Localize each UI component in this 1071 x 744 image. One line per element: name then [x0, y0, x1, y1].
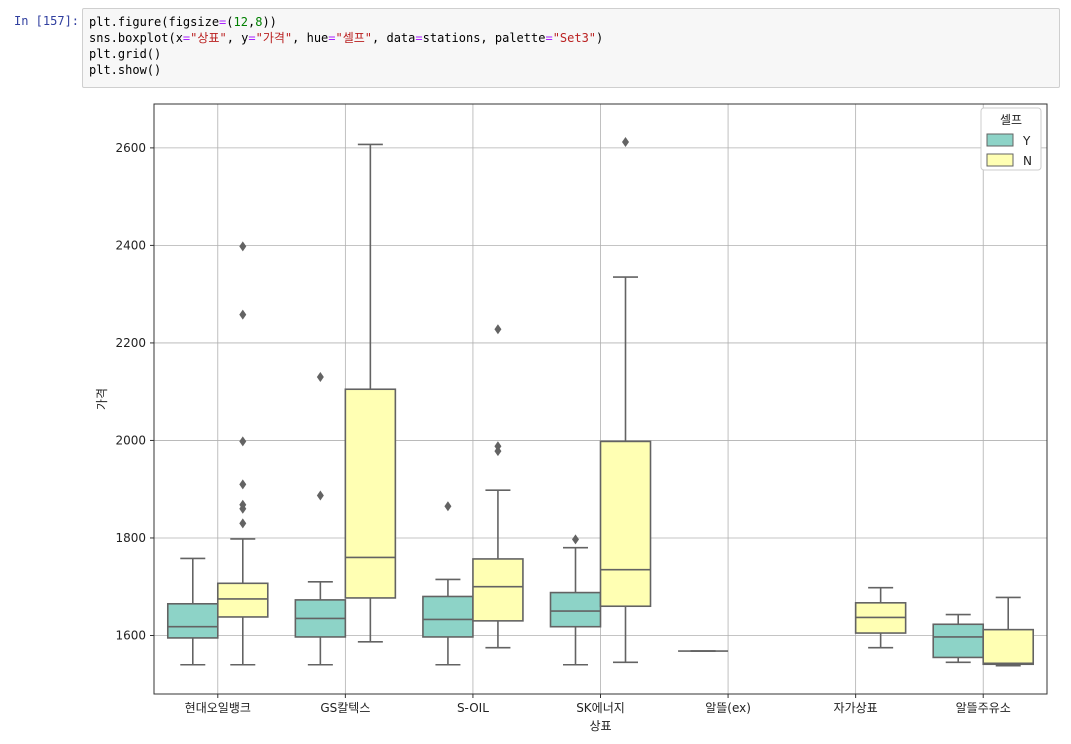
- outlier-point: [239, 241, 247, 252]
- code-token: =: [415, 31, 423, 45]
- box-N: [216, 582, 269, 618]
- code-token: =: [545, 31, 553, 45]
- y-tick-label: 2200: [115, 336, 146, 350]
- code-editor[interactable]: plt.figure(figsize=(12,8)) sns.boxplot(x=…: [89, 14, 1053, 78]
- code-token: 8: [255, 15, 263, 29]
- code-token: =: [248, 31, 256, 45]
- outlier-point: [316, 372, 324, 383]
- x-tick-label: GS칼텍스: [320, 701, 370, 715]
- outlier-point: [239, 309, 247, 320]
- outlier-point: [494, 446, 502, 457]
- box-N: [982, 628, 1035, 666]
- legend-swatch-Y: [986, 133, 1014, 147]
- x-tick-label: 알뜰주유소: [956, 701, 1011, 715]
- legend-swatch-N: [986, 153, 1014, 167]
- x-tick-label: 알뜰(ex): [705, 701, 751, 715]
- x-tick-label: 자가상표: [834, 701, 878, 715]
- code-cell[interactable]: plt.figure(figsize=(12,8)) sns.boxplot(x=…: [82, 8, 1060, 88]
- code-token: ): [596, 31, 604, 45]
- code-token: plt.grid(): [89, 47, 162, 61]
- box-Y: [549, 591, 602, 628]
- outlier-point: [572, 534, 579, 545]
- box-Y: [932, 623, 985, 659]
- code-line: plt.show(): [89, 62, 1053, 78]
- code-token: (: [226, 15, 234, 29]
- outlier-point: [239, 503, 247, 514]
- code-token: stations, palette: [422, 31, 546, 45]
- code-token: , y: [226, 31, 249, 45]
- outlier-point: [239, 436, 247, 447]
- code-line: plt.figure(figsize=(12,8)): [89, 14, 1053, 30]
- x-axis-label: 상표: [589, 719, 611, 733]
- outlier-point: [444, 501, 452, 512]
- boxplot-chart: 1600 1800 2000 2200 2400 2600 현대오일뱅크 GS칼텍스 S-OIL…: [95, 103, 1048, 733]
- legend-title: 셀프: [1000, 113, 1022, 127]
- box-Y: [422, 595, 474, 638]
- code-token: "Set3": [552, 31, 597, 45]
- code-token: =: [219, 15, 227, 29]
- code-token: =: [328, 31, 336, 45]
- legend-label-N: N: [1023, 154, 1032, 168]
- code-token: sns.boxplot(x: [89, 31, 183, 45]
- code-token: , data: [372, 31, 416, 45]
- x-tick-label: 현대오일뱅크: [185, 701, 251, 715]
- y-tick-label: 2000: [115, 433, 146, 447]
- y-tick-label: 1800: [115, 531, 146, 545]
- x-tick-label: S-OIL: [457, 701, 489, 715]
- outlier-point: [494, 324, 502, 335]
- code-line: plt.grid(): [89, 46, 1053, 62]
- box-N: [599, 440, 652, 608]
- box-Y: [166, 602, 219, 639]
- box-N: [472, 558, 524, 622]
- code-token: )): [262, 15, 277, 29]
- legend-label-Y: Y: [1022, 134, 1031, 148]
- code-token: "셀프": [335, 31, 373, 45]
- code-token: "상표": [190, 31, 227, 45]
- y-tick-label: 2600: [115, 141, 146, 155]
- cell-prompt: In [157]:: [14, 14, 80, 28]
- outlier-point: [239, 479, 247, 490]
- code-token: , hue: [292, 31, 329, 45]
- outlier-point: [239, 518, 247, 529]
- code-token: plt.show(): [89, 63, 162, 77]
- outlier-point: [316, 490, 324, 501]
- x-tick-label: SK에너지: [576, 701, 625, 715]
- code-token: "가격": [255, 31, 293, 45]
- code-line: sns.boxplot(x="상표", y="가격", hue="셀프", da…: [89, 30, 1053, 46]
- outlier-point: [622, 137, 629, 148]
- code-token: 12: [233, 15, 248, 29]
- y-axis-label: 가격: [95, 388, 109, 410]
- y-tick-label: 2400: [115, 238, 146, 252]
- y-tick-label: 1600: [115, 628, 146, 642]
- code-token: plt.figure(figsize: [89, 15, 220, 29]
- code-token: =: [182, 31, 191, 45]
- box-N: [344, 388, 397, 599]
- code-token: ,: [247, 15, 256, 29]
